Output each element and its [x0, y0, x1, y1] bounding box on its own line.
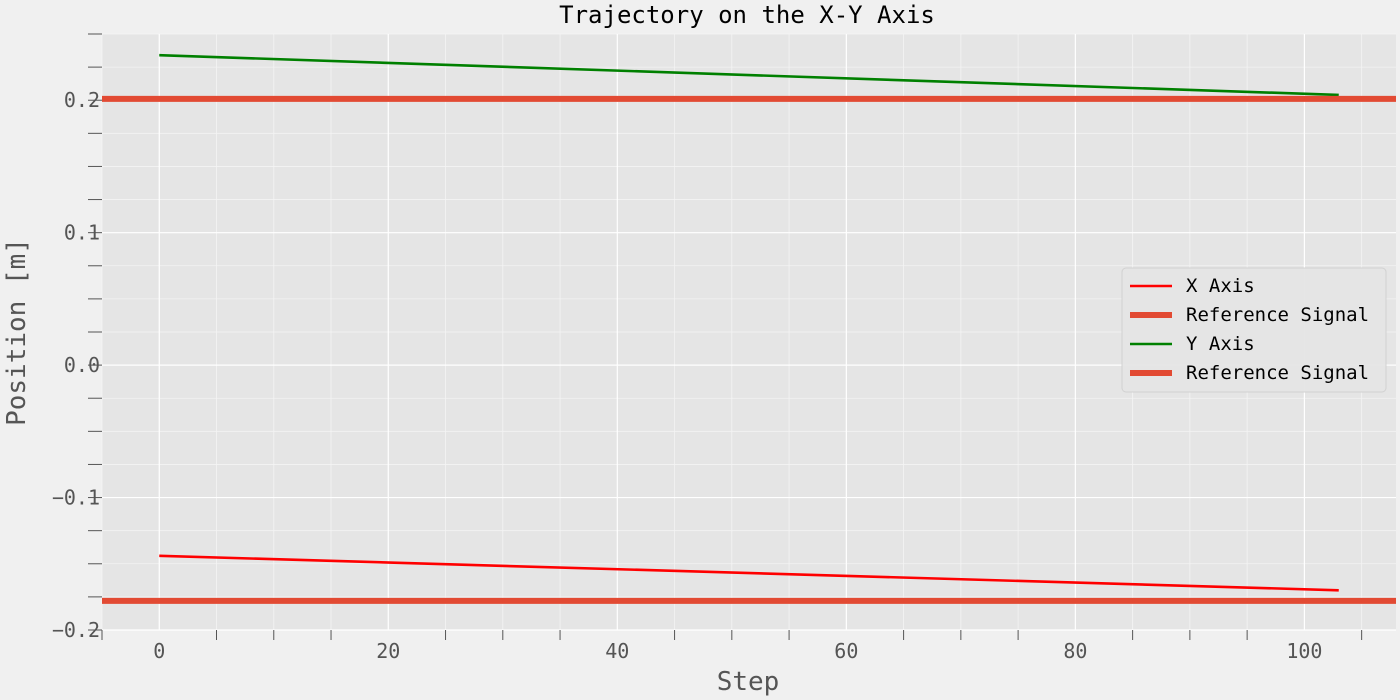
y-axis-line — [159, 53, 1339, 97]
axis-ticks: 0 20 40 60 80 100 −0.2 −0.1 0.0 0.1 0.2 — [52, 33, 1363, 663]
x-tick-label: 60 — [834, 639, 858, 663]
y-axis-label: Position [m] — [2, 238, 32, 426]
x-tick-label: 40 — [605, 639, 629, 663]
x-tick-label: 20 — [376, 639, 400, 663]
x-tick-label: 80 — [1063, 639, 1087, 663]
y-tick-label: −0.2 — [52, 618, 100, 642]
y-tick-label: −0.1 — [52, 486, 100, 510]
legend-box — [1121, 267, 1387, 393]
legend[interactable]: X Axis Reference Signal Y Axis Reference Si… — [1121, 267, 1387, 393]
legend-entry-label: X Axis — [1186, 275, 1255, 297]
y-tick-label: 0.1 — [64, 221, 100, 245]
legend-entry-label: Reference Signal — [1186, 304, 1369, 326]
x-axis-label: Step — [717, 667, 780, 697]
minor-grid — [101, 33, 1396, 630]
x-tick-label: 100 — [1286, 639, 1322, 663]
series-lines — [102, 53, 1396, 604]
x-tick-label: 0 — [153, 639, 165, 663]
legend-entry-label: Reference Signal — [1186, 362, 1369, 384]
legend-entry-label: Y Axis — [1186, 333, 1255, 355]
y-tick-label: 0.2 — [64, 88, 100, 112]
chart-title: Trajectory on the X-Y Axis — [559, 1, 935, 29]
x-axis-line — [159, 554, 1339, 592]
y-tick-label: 0.0 — [64, 353, 100, 377]
